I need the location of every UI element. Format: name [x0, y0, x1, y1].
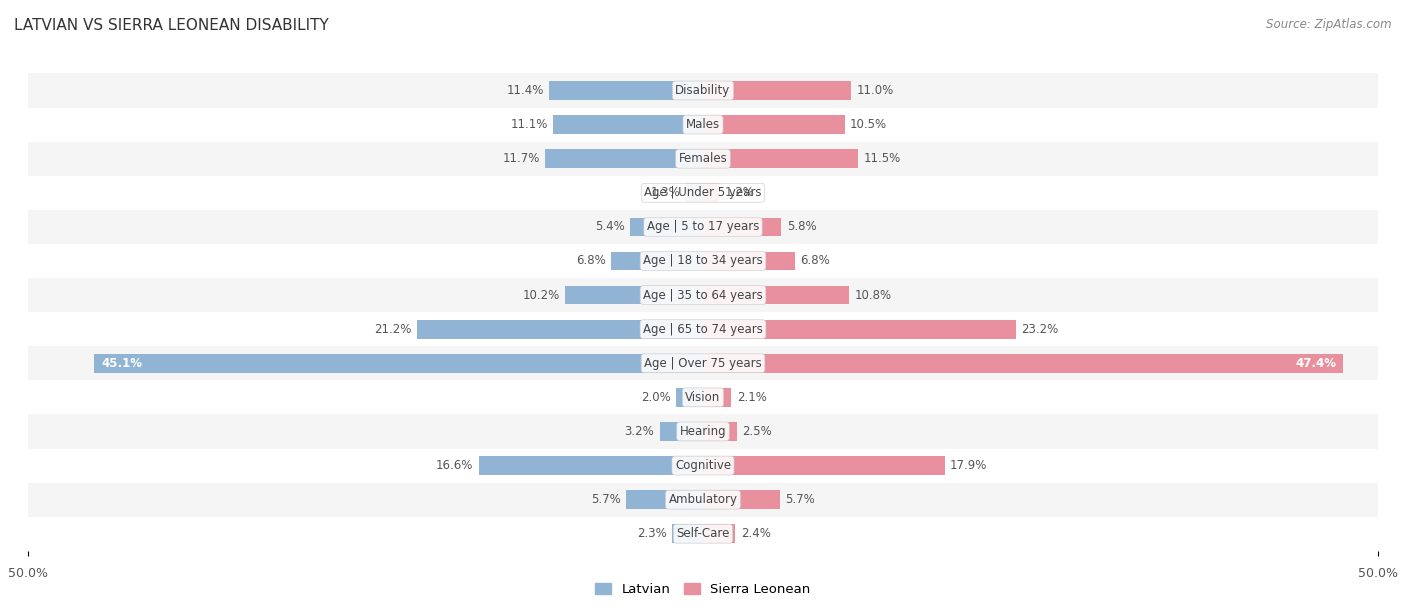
Bar [630, 217, 703, 236]
Bar [28, 108, 1378, 141]
Bar [703, 490, 780, 509]
Bar [703, 81, 852, 100]
Bar [28, 176, 1378, 210]
Bar [28, 380, 1378, 414]
Text: 5.7%: 5.7% [591, 493, 620, 506]
Text: 47.4%: 47.4% [1295, 357, 1336, 370]
Bar [550, 81, 703, 100]
Bar [94, 354, 703, 373]
Text: 10.2%: 10.2% [523, 289, 560, 302]
Text: 45.1%: 45.1% [101, 357, 142, 370]
Bar [703, 320, 1017, 338]
Text: Age | Under 5 years: Age | Under 5 years [644, 186, 762, 200]
Bar [28, 210, 1378, 244]
Bar [28, 517, 1378, 551]
Bar [28, 449, 1378, 483]
Bar [703, 286, 849, 304]
Text: 2.5%: 2.5% [742, 425, 772, 438]
Text: Age | Over 75 years: Age | Over 75 years [644, 357, 762, 370]
Text: 10.8%: 10.8% [855, 289, 891, 302]
Text: 5.4%: 5.4% [595, 220, 624, 233]
Text: Age | 5 to 17 years: Age | 5 to 17 years [647, 220, 759, 233]
Text: Self-Care: Self-Care [676, 528, 730, 540]
Bar [553, 115, 703, 134]
Text: 1.2%: 1.2% [724, 186, 755, 200]
Bar [703, 252, 794, 271]
Bar [28, 346, 1378, 380]
Text: 2.3%: 2.3% [637, 528, 666, 540]
Bar [28, 141, 1378, 176]
Bar [703, 456, 945, 475]
Text: 5.7%: 5.7% [786, 493, 815, 506]
Bar [686, 184, 703, 202]
Text: Age | 65 to 74 years: Age | 65 to 74 years [643, 323, 763, 335]
Text: Ambulatory: Ambulatory [668, 493, 738, 506]
Text: 16.6%: 16.6% [436, 459, 474, 472]
Legend: Latvian, Sierra Leonean: Latvian, Sierra Leonean [591, 578, 815, 602]
Text: Females: Females [679, 152, 727, 165]
Text: LATVIAN VS SIERRA LEONEAN DISABILITY: LATVIAN VS SIERRA LEONEAN DISABILITY [14, 18, 329, 34]
Bar [416, 320, 703, 338]
Bar [28, 483, 1378, 517]
Bar [659, 422, 703, 441]
Bar [672, 524, 703, 543]
Text: Males: Males [686, 118, 720, 131]
Bar [703, 149, 858, 168]
Text: 11.7%: 11.7% [502, 152, 540, 165]
Bar [676, 388, 703, 407]
Bar [546, 149, 703, 168]
Text: 3.2%: 3.2% [624, 425, 654, 438]
Text: 5.8%: 5.8% [787, 220, 817, 233]
Text: 10.5%: 10.5% [851, 118, 887, 131]
Text: 6.8%: 6.8% [800, 255, 830, 267]
Bar [703, 184, 720, 202]
Text: 2.0%: 2.0% [641, 391, 671, 404]
Text: Hearing: Hearing [679, 425, 727, 438]
Text: Disability: Disability [675, 84, 731, 97]
Text: 11.1%: 11.1% [510, 118, 548, 131]
Bar [28, 278, 1378, 312]
Text: Vision: Vision [685, 391, 721, 404]
Text: 23.2%: 23.2% [1022, 323, 1059, 335]
Bar [28, 73, 1378, 108]
Bar [479, 456, 703, 475]
Bar [703, 217, 782, 236]
Text: 11.4%: 11.4% [506, 84, 544, 97]
Bar [612, 252, 703, 271]
Text: 11.0%: 11.0% [856, 84, 894, 97]
Text: 11.5%: 11.5% [863, 152, 901, 165]
Bar [28, 414, 1378, 449]
Bar [703, 115, 845, 134]
Bar [703, 354, 1343, 373]
Text: 1.3%: 1.3% [651, 186, 681, 200]
Text: 2.4%: 2.4% [741, 528, 770, 540]
Bar [703, 524, 735, 543]
Bar [626, 490, 703, 509]
Text: Cognitive: Cognitive [675, 459, 731, 472]
Text: 2.1%: 2.1% [737, 391, 766, 404]
Text: Age | 18 to 34 years: Age | 18 to 34 years [643, 255, 763, 267]
Bar [28, 244, 1378, 278]
Text: 17.9%: 17.9% [950, 459, 987, 472]
Text: 21.2%: 21.2% [374, 323, 412, 335]
Text: Source: ZipAtlas.com: Source: ZipAtlas.com [1267, 18, 1392, 31]
Text: 6.8%: 6.8% [576, 255, 606, 267]
Bar [28, 312, 1378, 346]
Bar [703, 422, 737, 441]
Text: Age | 35 to 64 years: Age | 35 to 64 years [643, 289, 763, 302]
Bar [565, 286, 703, 304]
Bar [703, 388, 731, 407]
